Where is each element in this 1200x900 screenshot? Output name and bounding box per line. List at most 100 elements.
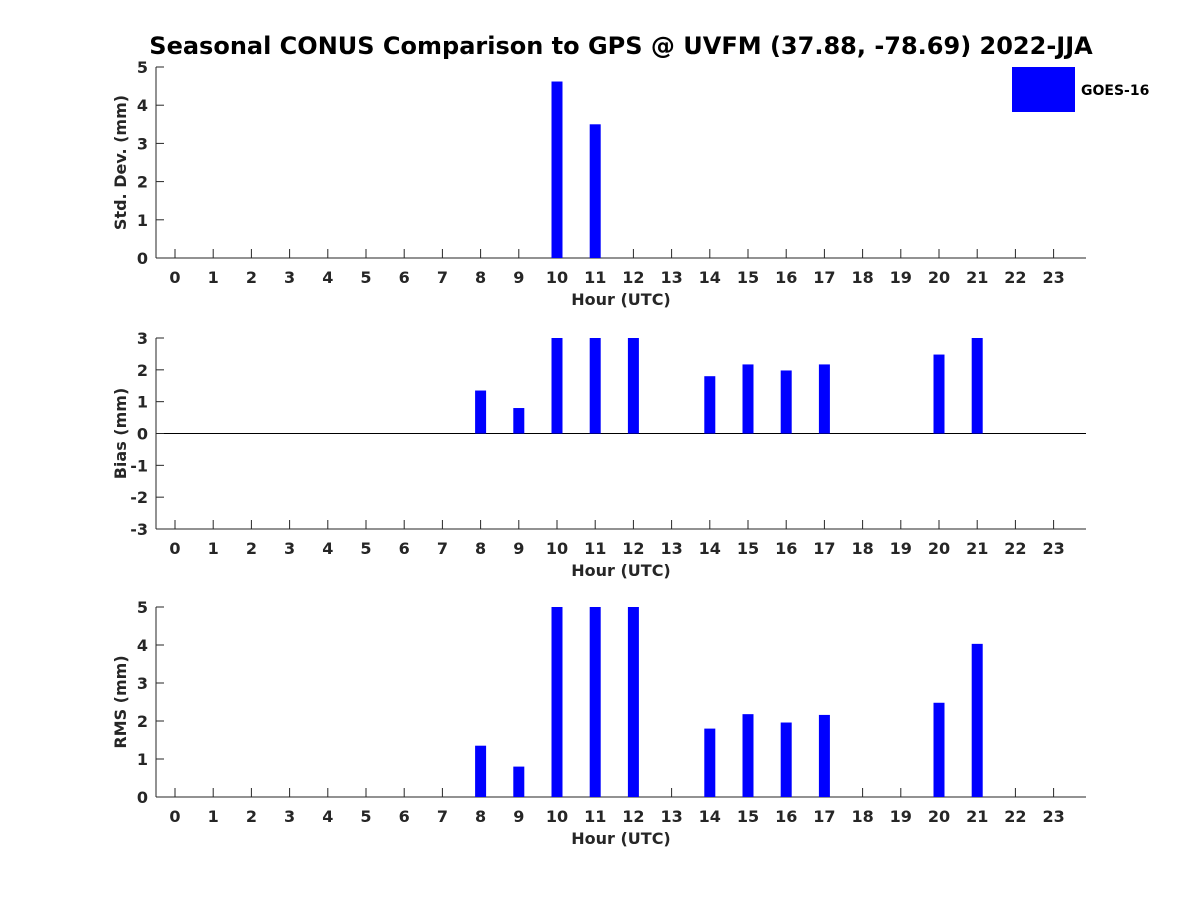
rms-x-tick-label: 22	[1004, 807, 1026, 826]
rms-x-tick-label: 23	[1042, 807, 1064, 826]
bias-y-tick-label: 1	[137, 393, 148, 412]
bias-bar-hour-16	[780, 370, 792, 434]
bias-bar-hour-8	[475, 390, 487, 434]
std-dev-x-tick-label: 16	[775, 268, 797, 287]
rms-x-tick-label: 1	[208, 807, 219, 826]
rms-x-axis-label: Hour (UTC)	[571, 829, 671, 848]
rms-bar-hour-15	[742, 714, 754, 797]
std-dev-y-tick-label: 5	[137, 58, 148, 77]
bias-y-axis-label: Bias (mm)	[111, 388, 130, 480]
rms-x-tick-label: 6	[399, 807, 410, 826]
bias-y-tick-label: 3	[137, 329, 148, 348]
bias-x-tick-label: 12	[622, 539, 644, 558]
std-dev-y-tick-label: 2	[137, 173, 148, 192]
std-dev-x-tick-label: 11	[584, 268, 606, 287]
std-dev-x-axis-label: Hour (UTC)	[571, 290, 671, 309]
rms-x-tick-label: 5	[360, 807, 371, 826]
bias-x-tick-label: 20	[928, 539, 950, 558]
std-dev-x-tick-label: 0	[169, 268, 180, 287]
rms-x-tick-label: 14	[699, 807, 721, 826]
std-dev-x-tick-label: 23	[1042, 268, 1064, 287]
rms-x-tick-label: 12	[622, 807, 644, 826]
bias-x-tick-label: 6	[399, 539, 410, 558]
rms-y-tick-label: 1	[137, 750, 148, 769]
rms-bar-hour-12	[627, 607, 639, 797]
std-dev-x-tick-label: 7	[437, 268, 448, 287]
std-dev-y-tick-label: 0	[137, 249, 148, 268]
bias-bar-hour-17	[818, 364, 830, 434]
std-dev-bar-hour-10	[551, 81, 563, 259]
rms-y-tick-label: 5	[137, 598, 148, 617]
std-dev-x-tick-label: 8	[475, 268, 486, 287]
rms-x-tick-label: 11	[584, 807, 606, 826]
bias-x-tick-label: 4	[322, 539, 333, 558]
bias-x-tick-label: 2	[246, 539, 257, 558]
rms-bar-hour-14	[704, 728, 716, 797]
legend-swatch	[1012, 67, 1075, 112]
rms-x-tick-label: 20	[928, 807, 950, 826]
std-dev-x-tick-label: 6	[399, 268, 410, 287]
std-dev-x-tick-label: 10	[546, 268, 568, 287]
std-dev-x-tick-label: 19	[890, 268, 912, 287]
rms-bar-hour-9	[513, 766, 525, 797]
bias-x-tick-label: 13	[660, 539, 682, 558]
std-dev-x-tick-label: 1	[208, 268, 219, 287]
bias-y-tick-label: 0	[137, 425, 148, 444]
std-dev-x-tick-label: 17	[813, 268, 835, 287]
std-dev-y-tick-label: 4	[137, 96, 148, 115]
rms-x-tick-label: 18	[851, 807, 873, 826]
bias-x-axis-label: Hour (UTC)	[571, 561, 671, 580]
bias-x-tick-label: 16	[775, 539, 797, 558]
bias-bar-hour-14	[704, 376, 716, 434]
std-dev-x-tick-label: 3	[284, 268, 295, 287]
rms-bar-hour-10	[551, 607, 563, 797]
bias-bar-hour-11	[589, 338, 601, 434]
bias-y-tick-label: 2	[137, 361, 148, 380]
rms-x-tick-label: 7	[437, 807, 448, 826]
std-dev-x-tick-label: 21	[966, 268, 988, 287]
std-dev-x-tick-label: 4	[322, 268, 333, 287]
rms-x-tick-label: 21	[966, 807, 988, 826]
bias-x-tick-label: 22	[1004, 539, 1026, 558]
bias-y-tick-label: -1	[130, 456, 148, 475]
rms-y-tick-label: 0	[137, 788, 148, 807]
bias-bar-hour-20	[933, 354, 945, 434]
legend: GOES-16	[1012, 67, 1149, 112]
std-dev-x-tick-label: 5	[360, 268, 371, 287]
rms-x-tick-label: 10	[546, 807, 568, 826]
bias-x-tick-label: 8	[475, 539, 486, 558]
bias-bar-hour-15	[742, 364, 754, 434]
rms-x-tick-label: 2	[246, 807, 257, 826]
rms-x-tick-label: 0	[169, 807, 180, 826]
bias-x-tick-label: 11	[584, 539, 606, 558]
std-dev-bar-hour-11	[589, 124, 601, 258]
bias-x-tick-label: 15	[737, 539, 759, 558]
std-dev-y-tick-label: 1	[137, 211, 148, 230]
rms-bar-hour-16	[780, 722, 792, 797]
bias-x-tick-label: 18	[851, 539, 873, 558]
figure-title: Seasonal CONUS Comparison to GPS @ UVFM …	[149, 32, 1093, 60]
std-dev-y-tick-label: 3	[137, 134, 148, 153]
rms-bar-hour-17	[818, 714, 830, 797]
rms-x-tick-label: 17	[813, 807, 835, 826]
rms-y-tick-label: 4	[137, 636, 148, 655]
std-dev-x-tick-label: 20	[928, 268, 950, 287]
std-dev-x-tick-label: 2	[246, 268, 257, 287]
std-dev-x-tick-label: 13	[660, 268, 682, 287]
rms-bar-hour-21	[971, 643, 983, 797]
rms-x-tick-label: 15	[737, 807, 759, 826]
std-dev-x-tick-label: 9	[513, 268, 524, 287]
bias-x-tick-label: 14	[699, 539, 721, 558]
std-dev-x-tick-label: 12	[622, 268, 644, 287]
bias-bar-hour-9	[513, 408, 525, 434]
std-dev-x-tick-label: 22	[1004, 268, 1026, 287]
rms-x-tick-label: 9	[513, 807, 524, 826]
std-dev-x-tick-label: 14	[699, 268, 721, 287]
bias-x-tick-label: 5	[360, 539, 371, 558]
bias-x-tick-label: 1	[208, 539, 219, 558]
rms-bar-hour-20	[933, 702, 945, 797]
